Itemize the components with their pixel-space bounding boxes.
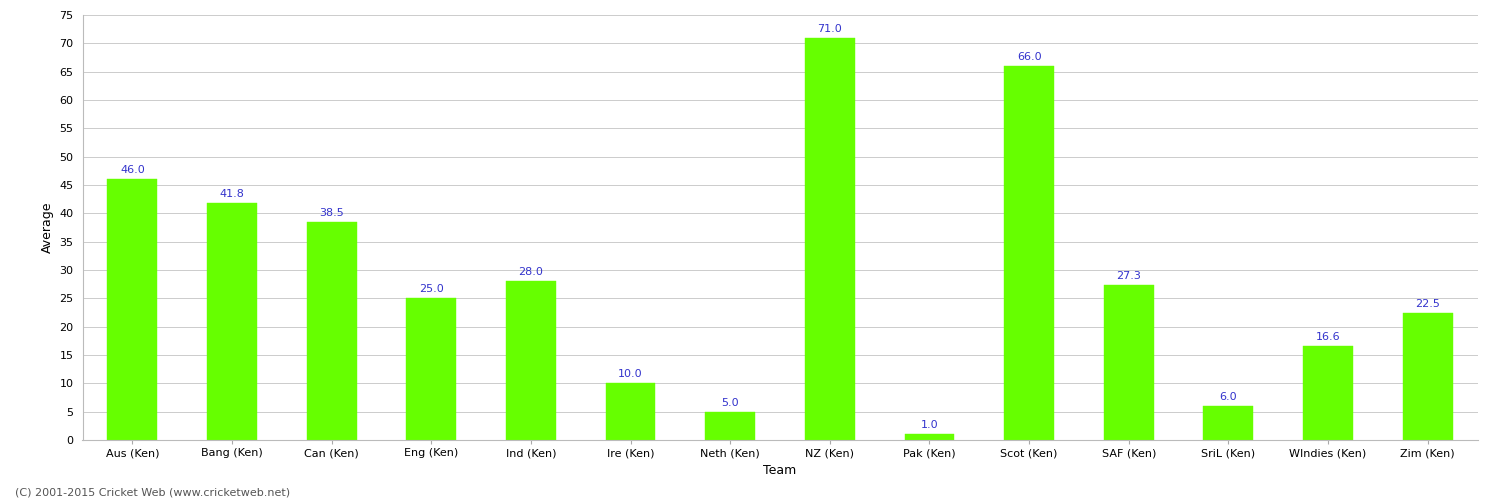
Bar: [1203, 406, 1254, 440]
Bar: [1004, 66, 1054, 440]
Bar: [705, 412, 754, 440]
Text: 41.8: 41.8: [219, 189, 245, 199]
Bar: [606, 384, 656, 440]
Bar: [1402, 312, 1452, 440]
Bar: [108, 180, 158, 440]
Text: 28.0: 28.0: [519, 268, 543, 278]
Text: 25.0: 25.0: [419, 284, 444, 294]
Bar: [1104, 286, 1154, 440]
Text: 5.0: 5.0: [722, 398, 740, 407]
Bar: [406, 298, 456, 440]
Bar: [1304, 346, 1353, 440]
Text: 1.0: 1.0: [921, 420, 939, 430]
Bar: [207, 203, 256, 440]
Bar: [306, 222, 357, 440]
Bar: [506, 282, 556, 440]
X-axis label: Team: Team: [764, 464, 796, 477]
Text: 6.0: 6.0: [1220, 392, 1238, 402]
Text: 38.5: 38.5: [320, 208, 344, 218]
Text: 10.0: 10.0: [618, 370, 644, 380]
Y-axis label: Average: Average: [40, 202, 54, 253]
Bar: [904, 434, 954, 440]
Text: 71.0: 71.0: [818, 24, 842, 34]
Text: 46.0: 46.0: [120, 166, 144, 175]
Text: 16.6: 16.6: [1316, 332, 1341, 342]
Bar: [806, 38, 855, 440]
Text: (C) 2001-2015 Cricket Web (www.cricketweb.net): (C) 2001-2015 Cricket Web (www.cricketwe…: [15, 488, 290, 498]
Text: 66.0: 66.0: [1017, 52, 1041, 62]
Text: 22.5: 22.5: [1414, 298, 1440, 308]
Text: 27.3: 27.3: [1116, 272, 1142, 281]
